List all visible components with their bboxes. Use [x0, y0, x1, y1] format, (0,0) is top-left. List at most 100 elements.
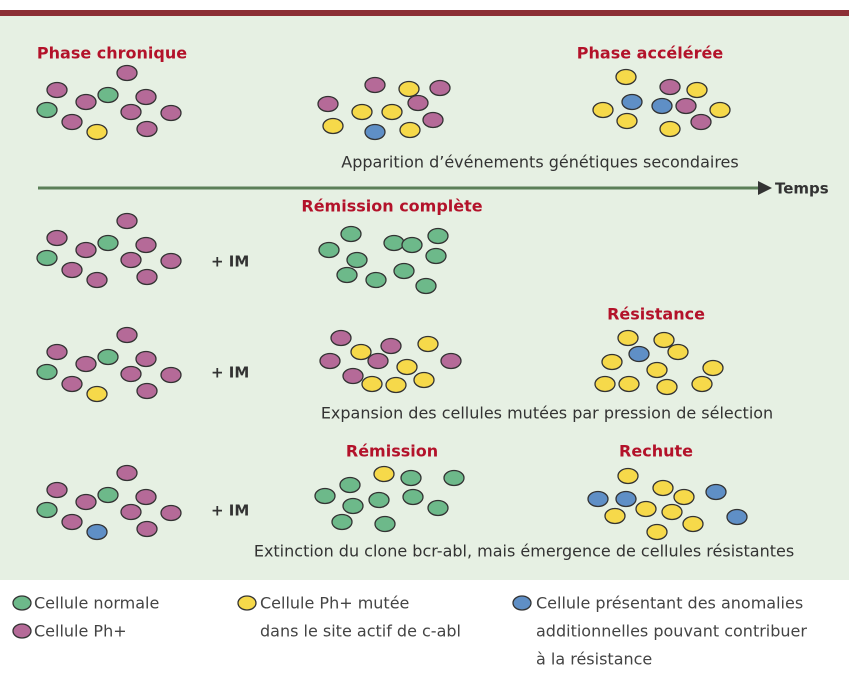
cell — [622, 95, 642, 110]
cell — [347, 253, 367, 268]
cell — [365, 78, 385, 93]
cell — [351, 345, 371, 360]
cell — [687, 83, 707, 98]
cell — [37, 365, 57, 380]
cell — [76, 95, 96, 110]
cell — [384, 236, 404, 251]
cell — [331, 331, 351, 346]
label: Phase chronique — [37, 44, 187, 63]
cell — [37, 503, 57, 518]
cell — [121, 253, 141, 268]
cell — [332, 515, 352, 530]
legend-swatch — [513, 596, 531, 610]
cell — [98, 350, 118, 365]
cell — [62, 263, 82, 278]
cell — [727, 510, 747, 525]
cell — [137, 270, 157, 285]
note: Apparition d’événements génétiques secon… — [341, 153, 738, 172]
cell — [62, 115, 82, 130]
cell — [618, 331, 638, 346]
cell — [98, 88, 118, 103]
cell — [76, 495, 96, 510]
cell — [636, 502, 656, 517]
treatment: + IM — [211, 502, 249, 520]
cell — [616, 492, 636, 507]
cell — [588, 492, 608, 507]
cell — [117, 328, 137, 343]
cell — [402, 238, 422, 253]
cell — [87, 273, 107, 288]
cell — [676, 99, 696, 114]
cell — [62, 377, 82, 392]
cell — [374, 467, 394, 482]
legend-text: Cellule Ph+ mutée — [260, 594, 409, 613]
cell — [137, 384, 157, 399]
cell — [647, 525, 667, 540]
cell — [121, 105, 141, 120]
cell — [62, 515, 82, 530]
cell — [323, 119, 343, 134]
cell — [136, 352, 156, 367]
note: Extinction du clone bcr-abl, mais émerge… — [254, 542, 794, 561]
cell — [121, 367, 141, 382]
legend-text: Cellule Ph+ — [34, 622, 127, 641]
treatment: + IM — [211, 364, 249, 382]
cell — [602, 355, 622, 370]
cell — [37, 251, 57, 266]
cell — [161, 506, 181, 521]
label: Résistance — [607, 305, 705, 324]
top-bar — [0, 10, 849, 16]
label: Phase accélérée — [577, 44, 724, 63]
cell — [654, 333, 674, 348]
cell — [365, 125, 385, 140]
cell — [37, 103, 57, 118]
cell — [47, 83, 67, 98]
cell — [605, 509, 625, 524]
cell — [618, 469, 638, 484]
note: Expansion des cellules mutées par pressi… — [321, 404, 773, 423]
cell — [397, 360, 417, 375]
cell — [660, 122, 680, 137]
cell — [117, 466, 137, 481]
cell — [375, 517, 395, 532]
legend-swatch — [238, 596, 256, 610]
legend-swatch — [13, 596, 31, 610]
label: Rechute — [619, 442, 693, 461]
cell — [619, 377, 639, 392]
cell — [674, 490, 694, 505]
cell — [76, 243, 96, 258]
cell — [382, 105, 402, 120]
cell — [47, 483, 67, 498]
cell — [318, 97, 338, 112]
cell — [394, 264, 414, 279]
cell — [408, 96, 428, 111]
cell — [691, 115, 711, 130]
axis-label: Temps — [775, 180, 829, 198]
legend-text: dans le site actif de c-abl — [260, 622, 461, 641]
cell — [87, 387, 107, 402]
cell — [444, 471, 464, 486]
cell — [416, 279, 436, 294]
cell — [710, 103, 730, 118]
cell — [441, 354, 461, 369]
cell — [136, 490, 156, 505]
cell — [683, 517, 703, 532]
cell — [87, 125, 107, 140]
cell — [668, 345, 688, 360]
cell — [343, 369, 363, 384]
cell — [352, 105, 372, 120]
cell — [660, 80, 680, 95]
cell — [320, 354, 340, 369]
cell — [418, 337, 438, 352]
label: Rémission — [346, 442, 438, 461]
cell — [428, 229, 448, 244]
cell — [400, 123, 420, 138]
cell — [423, 113, 443, 128]
legend-text: Cellule normale — [34, 594, 159, 613]
cell — [340, 478, 360, 493]
cell — [430, 81, 450, 96]
cell — [369, 493, 389, 508]
cell — [117, 214, 137, 229]
cell — [121, 505, 141, 520]
cell — [161, 106, 181, 121]
